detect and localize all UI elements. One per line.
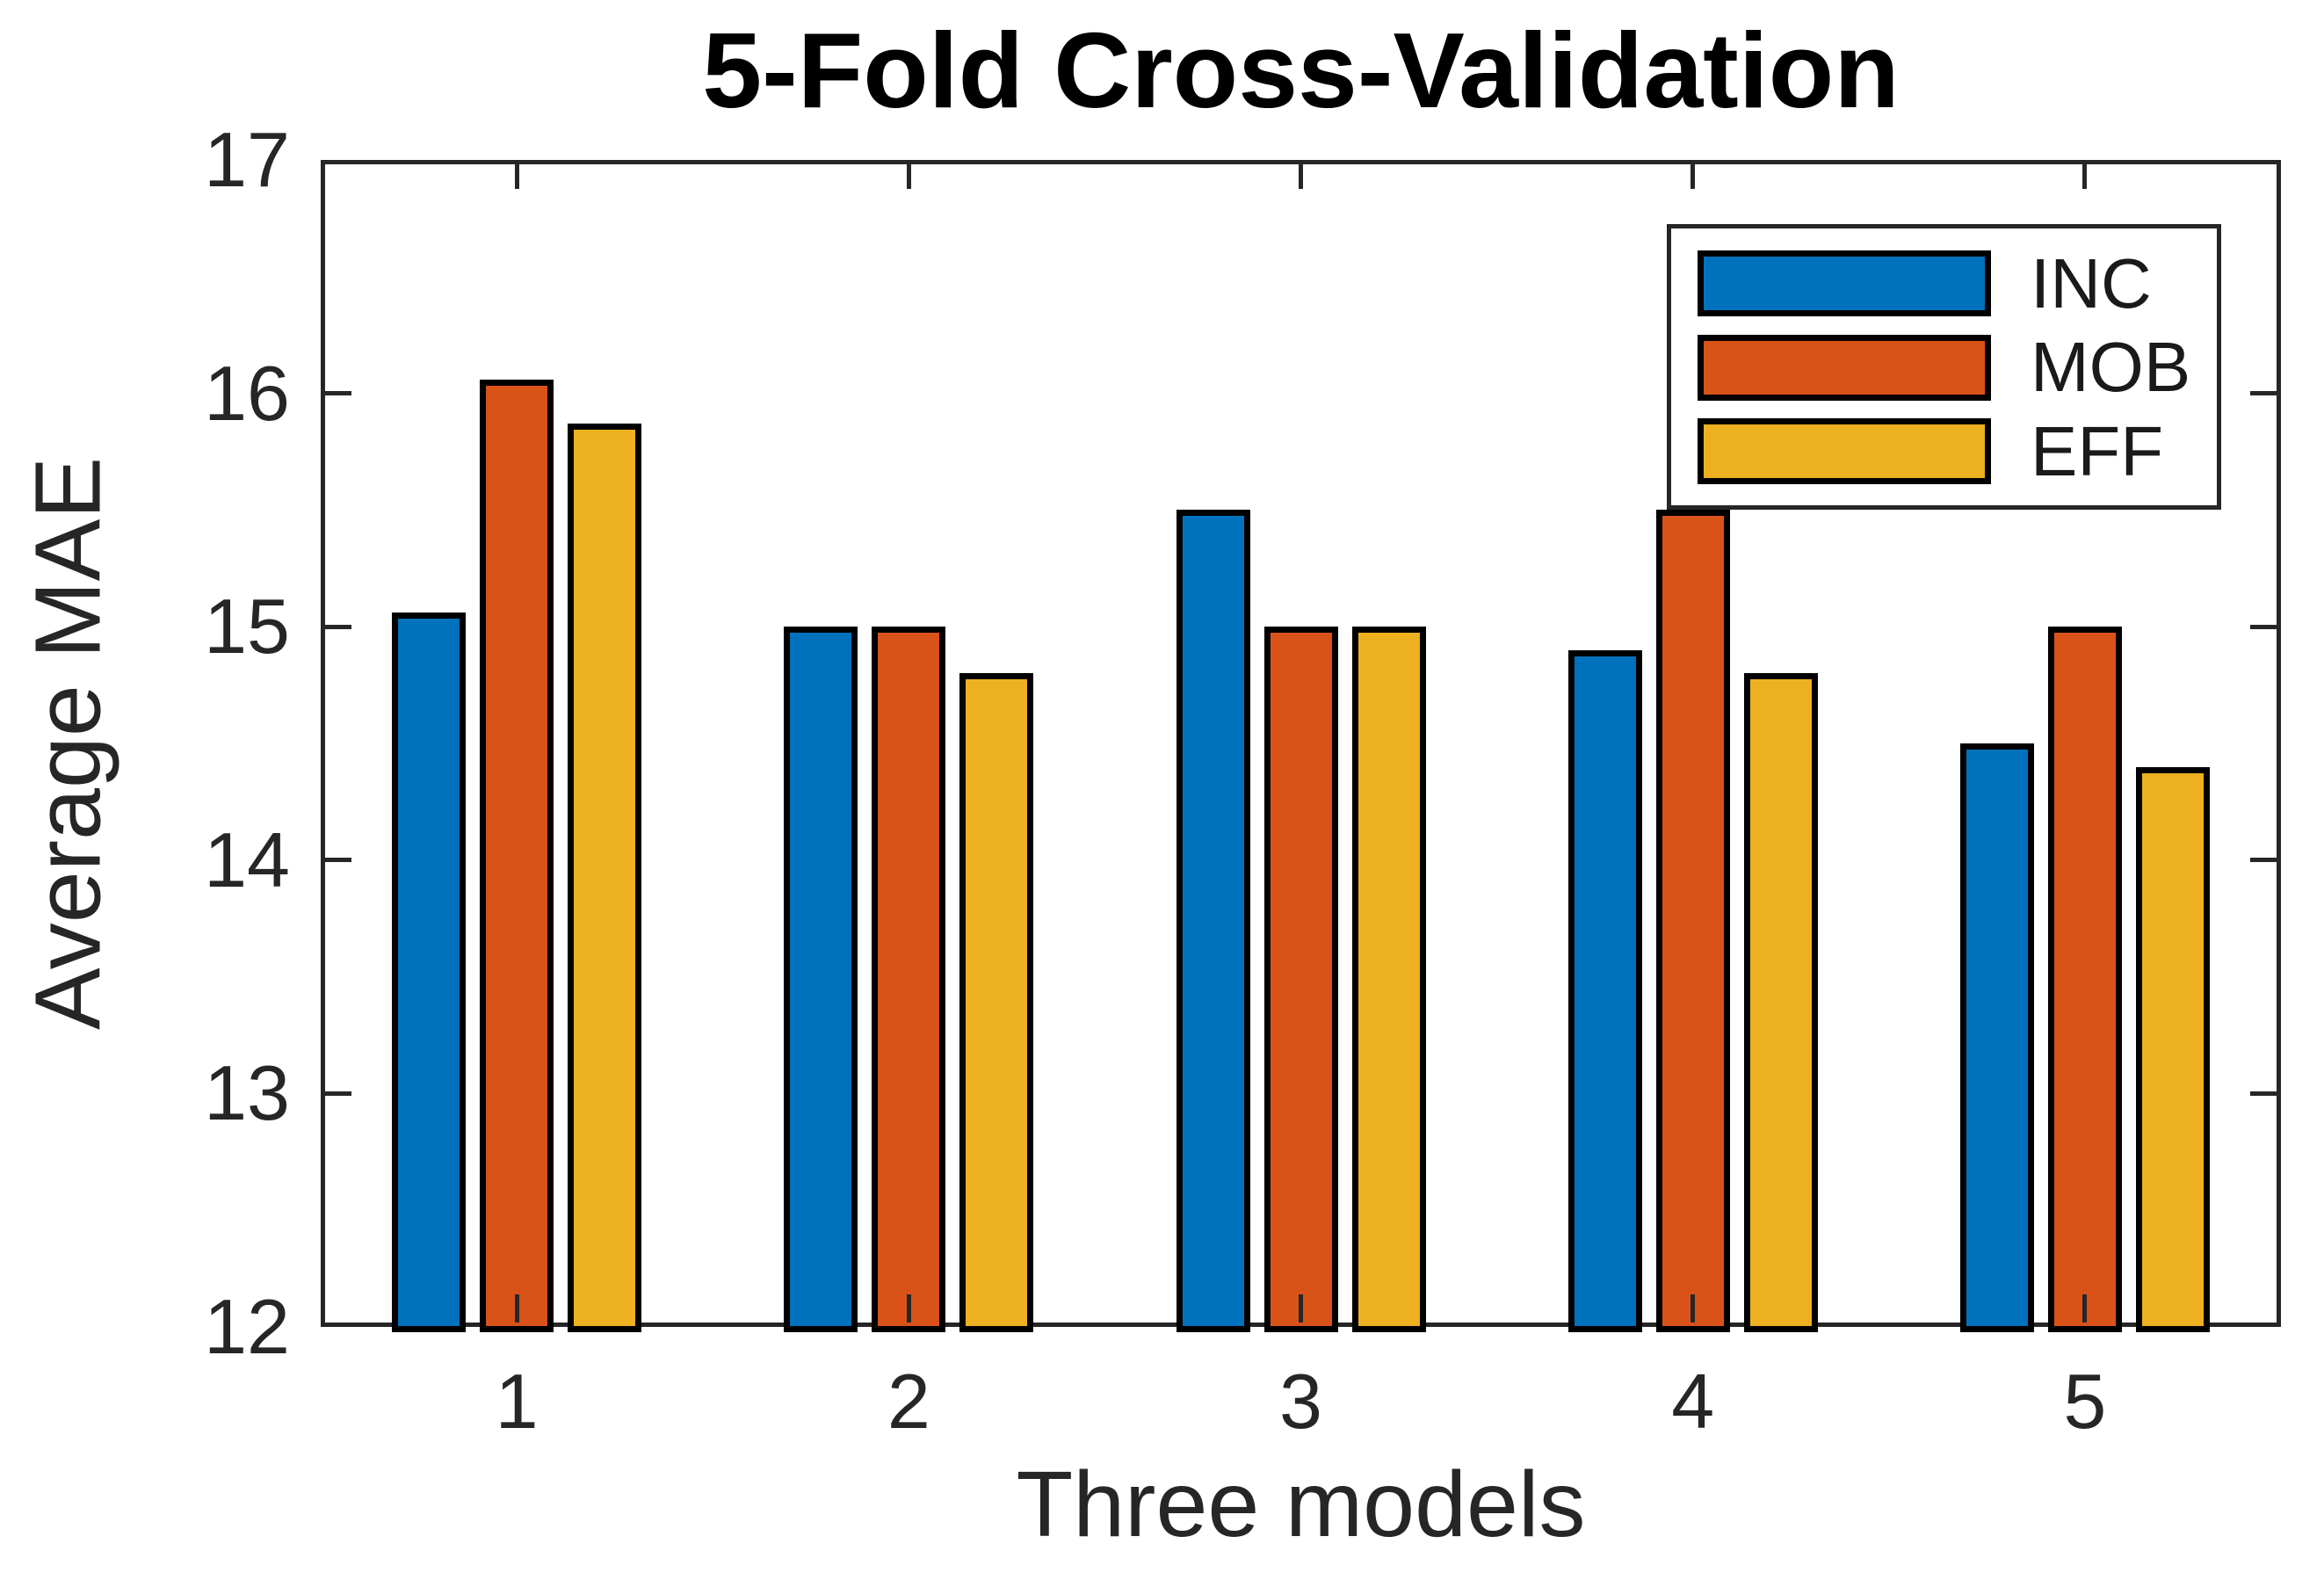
bar-mob-fold5 [2047, 627, 2122, 1332]
bar-mob-fold4 [1655, 510, 1730, 1332]
x-tick-label-1: 1 [495, 1358, 539, 1445]
x-tick-label-2: 2 [887, 1358, 930, 1445]
legend-label-mob: MOB [2031, 328, 2191, 406]
y-tick-label-17: 17 [204, 116, 290, 203]
bar-inc-fold3 [1176, 510, 1250, 1332]
x-axis-label: Three models [1016, 1453, 1586, 1556]
y-tick-label-16: 16 [204, 349, 290, 437]
bar-eff-fold4 [1743, 673, 1818, 1332]
bar-mob-fold2 [872, 627, 946, 1332]
y-tick-label-12: 12 [204, 1283, 290, 1370]
y-tick-label-13: 13 [204, 1049, 290, 1137]
x-tick-label-4: 4 [1671, 1358, 1715, 1445]
x-tick-label-3: 3 [1279, 1358, 1322, 1445]
x-tick-label-5: 5 [2063, 1358, 2107, 1445]
y-tick-15-right [2250, 624, 2277, 629]
bar-inc-fold4 [1567, 649, 1642, 1332]
legend-swatch-inc [1698, 250, 1991, 316]
x-tick-1-bottom [514, 1294, 519, 1323]
bar-eff-fold2 [959, 673, 1034, 1332]
legend-label-inc: INC [2031, 243, 2152, 323]
legend-row-mob: MOB [1698, 328, 2217, 406]
bar-inc-fold1 [392, 612, 467, 1332]
y-tick-13-right [2250, 1091, 2277, 1096]
bar-mob-fold3 [1263, 627, 1338, 1332]
x-tick-1-top [514, 164, 519, 189]
bar-eff-fold1 [568, 424, 642, 1332]
x-tick-4-bottom [1691, 1294, 1696, 1323]
y-tick-15-left [325, 624, 351, 629]
y-tick-13-left [325, 1091, 351, 1096]
y-tick-16-left [325, 391, 351, 396]
y-tick-label-15: 15 [204, 583, 290, 670]
legend-swatch-eff [1698, 418, 1991, 484]
bar-eff-fold3 [1351, 627, 1426, 1332]
bar-inc-fold5 [1959, 743, 2034, 1332]
legend-label-eff: EFF [2031, 411, 2164, 490]
y-tick-14-right [2250, 858, 2277, 863]
x-tick-5-top [2082, 164, 2088, 189]
chart-title: 5-Fold Cross-Validation [702, 11, 1900, 130]
y-axis-label-text: Average MAE [16, 456, 120, 1031]
y-tick-14-left [325, 858, 351, 863]
legend-swatch-mob [1698, 334, 1991, 401]
x-tick-5-bottom [2082, 1294, 2088, 1323]
x-tick-3-bottom [1299, 1294, 1303, 1323]
bar-inc-fold2 [784, 627, 858, 1332]
x-tick-2-top [906, 164, 911, 189]
x-tick-3-top [1299, 164, 1303, 189]
legend-row-inc: INC [1698, 243, 2217, 323]
legend: INC MOB EFF [1667, 224, 2221, 510]
y-tick-label-14: 14 [204, 815, 290, 903]
y-tick-16-right [2250, 391, 2277, 396]
x-tick-4-top [1691, 164, 1696, 189]
bar-eff-fold5 [2135, 766, 2210, 1332]
x-tick-2-bottom [906, 1294, 911, 1323]
bar-mob-fold1 [480, 379, 554, 1332]
legend-row-eff: EFF [1698, 411, 2217, 490]
